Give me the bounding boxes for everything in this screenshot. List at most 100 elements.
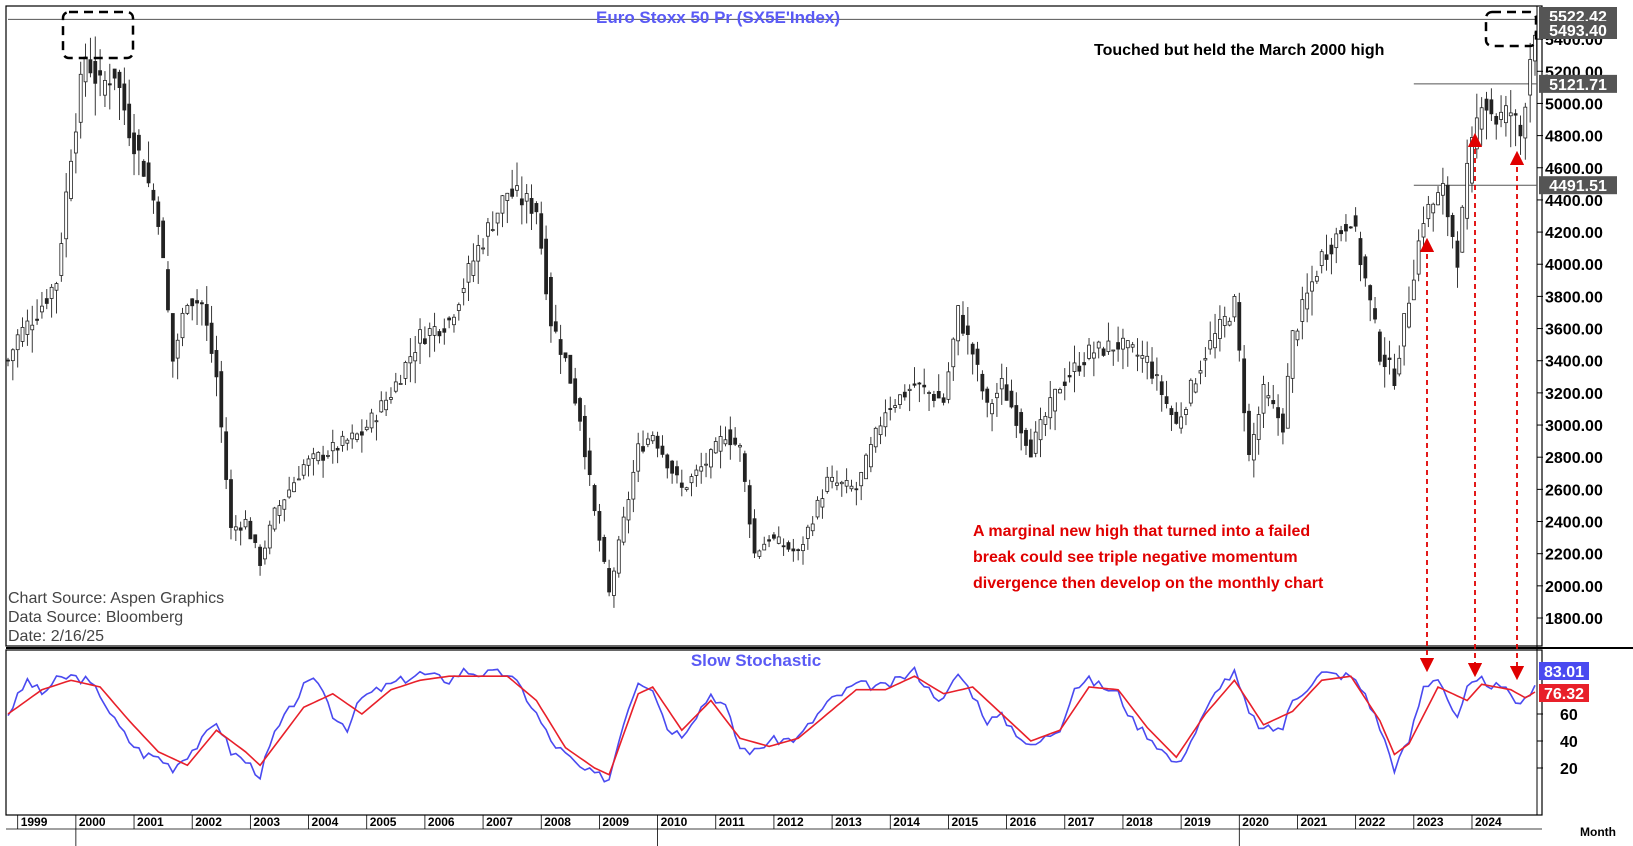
candle-body [1237,302,1242,351]
candle-body [59,243,64,276]
candle-body [607,568,612,593]
candle-body [476,245,481,262]
candle-body [1513,113,1518,116]
candle-body [1314,276,1319,282]
stoch-tick-label: 20 [1560,761,1578,778]
candle-body [1087,344,1091,359]
candle-body [752,518,757,554]
candle-body [767,539,771,542]
x-tick-label: 2010 [661,815,688,829]
y-tick-label: 3000.00 [1545,418,1603,435]
candle-body [655,435,660,449]
candle-body [1411,279,1416,301]
candle-body [1281,413,1285,433]
candle-body [277,505,282,516]
candle-body [321,454,325,461]
candle-body [718,436,723,452]
x-tick-label: 2023 [1417,815,1444,829]
candle-body [1038,419,1043,441]
candle-body [636,443,641,472]
candle-body [486,222,490,237]
candle-body [248,520,253,540]
candle-body [1455,240,1460,268]
stochastic-lines [7,665,1536,783]
candle-body [296,478,301,481]
candle-body [1392,368,1397,386]
candle-body [936,391,941,399]
x-tick-label: 2017 [1068,815,1095,829]
candle-body [961,314,965,334]
candle-body [1198,370,1203,374]
candle-body [209,322,214,354]
stoch-tag-bg [1539,684,1589,702]
x-tick-label: 2003 [253,815,280,829]
price-chart-title: Euro Stoxx 50 Pr (SX5E'Index) [596,8,840,27]
candle-body [282,499,287,510]
price-tag-label: 5493.40 [1549,23,1607,40]
y-tick-label: 4000.00 [1545,257,1603,274]
candle-body [1116,342,1121,350]
candle-body [422,338,427,344]
x-tick-label: 2016 [1010,815,1037,829]
candle-body [1028,439,1033,458]
candle-body [1145,355,1150,363]
candle-body [597,511,602,541]
touched-annotation: Touched but held the March 2000 high [1094,42,1384,59]
candle-body [243,518,248,528]
candle-body [107,83,112,86]
candle-body [1436,192,1440,206]
candle-body [1159,381,1164,396]
candle-body [141,160,146,177]
candle-body [927,392,931,394]
candle-body [1494,115,1499,125]
y-tick-label: 4200.00 [1545,225,1603,242]
candle-body [1499,111,1503,120]
candle-body [510,188,515,197]
candle-body [20,326,25,342]
candle-body [849,485,854,490]
candle-body [490,229,495,231]
candle-body [1300,299,1305,322]
candle-body [442,328,447,333]
candle-body [1184,409,1188,415]
candle-body [1019,412,1024,434]
candle-body [427,328,432,336]
candle-body [1305,292,1310,310]
candle-body [1348,226,1353,229]
x-tick-label: 2022 [1359,815,1386,829]
candle-body [1489,99,1494,115]
candle-body [878,425,883,436]
candle-body [335,447,340,451]
candle-body [854,488,859,491]
candle-body [839,481,844,485]
candle-body [587,450,592,476]
candle-body [1339,230,1343,235]
price-tag-bg [1539,176,1617,195]
candle-body [35,318,39,321]
candle-body [49,286,54,299]
candle-body [820,498,825,508]
y-tick-label: 2800.00 [1545,450,1603,467]
candle-body [519,198,524,206]
candle-body [796,549,801,552]
candle-body [6,359,10,362]
candle-body [345,439,350,444]
stochastic-title: Slow Stochastic [691,651,821,670]
candle-body [568,354,573,384]
candle-body [456,304,461,311]
candle-body [1077,365,1082,372]
candle-body [1329,244,1334,255]
candle-body [985,388,990,403]
candle-body [1135,354,1140,357]
candle-body [195,300,199,304]
candle-body [563,352,568,359]
x-tick-label: 2011 [719,815,745,829]
candle-body [432,326,437,336]
candle-body [98,70,103,76]
candle-body [999,378,1004,390]
candle-body [1421,223,1426,238]
candle-body [1271,400,1276,405]
callout-line-1: A marginal new high that turned into a f… [973,523,1310,540]
candle-body [1062,381,1067,386]
